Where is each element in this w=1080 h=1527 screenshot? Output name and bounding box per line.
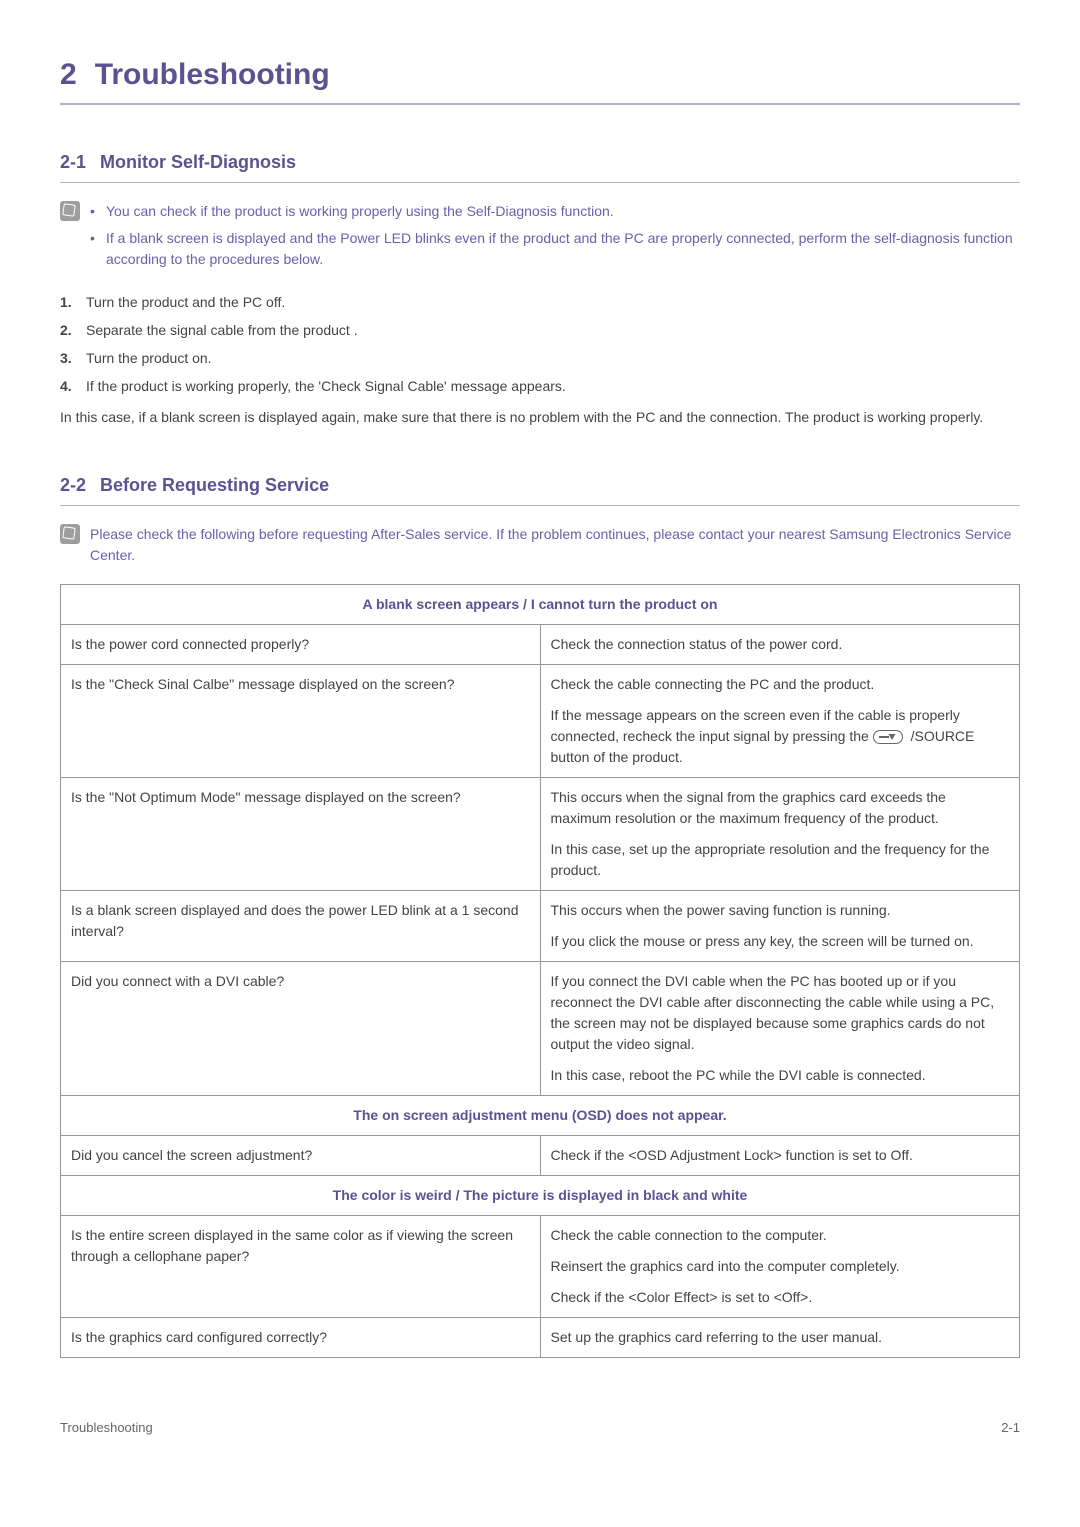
note-content: You can check if the product is working …: [90, 201, 1020, 276]
answer-line: Check the cable connection to the comput…: [551, 1225, 1010, 1246]
note-icon: [60, 201, 80, 221]
step-item: Separate the signal cable from the produ…: [60, 320, 1020, 341]
note-item: If a blank screen is displayed and the P…: [90, 228, 1020, 270]
section-number: 2-1: [60, 152, 86, 172]
answer-line: If you click the mouse or press any key,…: [551, 931, 1010, 952]
source-button-icon: [873, 730, 903, 744]
note-block-s2: Please check the following before reques…: [60, 524, 1020, 566]
answer-cell: Check if the <OSD Adjustment Lock> funct…: [540, 1136, 1020, 1176]
answer-cell: Set up the graphics card referring to th…: [540, 1318, 1020, 1358]
footer-left: Troubleshooting: [60, 1418, 153, 1438]
question-cell: Is a blank screen displayed and does the…: [61, 891, 541, 962]
answer-line: This occurs when the power saving functi…: [551, 900, 1010, 921]
answer-cell: This occurs when the power saving functi…: [540, 891, 1020, 962]
chapter-text: Troubleshooting: [95, 58, 330, 91]
troubleshooting-table: A blank screen appears / I cannot turn t…: [60, 584, 1020, 1358]
note-icon: [60, 524, 80, 544]
answer-line: This occurs when the signal from the gra…: [551, 787, 1010, 829]
question-cell: Is the "Check Sinal Calbe" message displ…: [61, 665, 541, 778]
answer-line: In this case, set up the appropriate res…: [551, 839, 1010, 881]
note-content: Please check the following before reques…: [90, 524, 1020, 566]
footer-right: 2-1: [1001, 1418, 1020, 1438]
question-cell: Did you cancel the screen adjustment?: [61, 1136, 541, 1176]
answer-cell: This occurs when the signal from the gra…: [540, 778, 1020, 891]
section-text: Before Requesting Service: [100, 475, 329, 495]
section-2-2-title: 2-2 Before Requesting Service: [60, 472, 1020, 506]
answer-line: Set up the graphics card referring to th…: [551, 1327, 1010, 1348]
page-footer: Troubleshooting 2-1: [60, 1418, 1020, 1438]
answer-line: Reinsert the graphics card into the comp…: [551, 1256, 1010, 1277]
answer-line: If you connect the DVI cable when the PC…: [551, 971, 1010, 1055]
note-block-s1: You can check if the product is working …: [60, 201, 1020, 276]
answer-cell: Check the cable connecting the PC and th…: [540, 665, 1020, 778]
chapter-title: 2 Troubleshooting: [60, 52, 1020, 105]
steps-list: Turn the product and the PC off. Separate…: [60, 292, 1020, 397]
section-text: Monitor Self-Diagnosis: [100, 152, 296, 172]
table-section-header: A blank screen appears / I cannot turn t…: [61, 585, 1020, 625]
question-cell: Is the graphics card configured correctl…: [61, 1318, 541, 1358]
question-cell: Is the "Not Optimum Mode" message displa…: [61, 778, 541, 891]
step-item: Turn the product and the PC off.: [60, 292, 1020, 313]
after-steps-text: In this case, if a blank screen is displ…: [60, 407, 1020, 428]
answer-cell: Check the cable connection to the comput…: [540, 1216, 1020, 1318]
answer-line: In this case, reboot the PC while the DV…: [551, 1065, 1010, 1086]
step-item: Turn the product on.: [60, 348, 1020, 369]
note-item: You can check if the product is working …: [90, 201, 1020, 222]
answer-line: Check if the <OSD Adjustment Lock> funct…: [551, 1145, 1010, 1166]
table-section-header: The on screen adjustment menu (OSD) does…: [61, 1096, 1020, 1136]
answer-cell: If you connect the DVI cable when the PC…: [540, 962, 1020, 1096]
question-cell: Is the power cord connected properly?: [61, 625, 541, 665]
section-2-1-title: 2-1 Monitor Self-Diagnosis: [60, 149, 1020, 183]
answer-line: Check the cable connecting the PC and th…: [551, 674, 1010, 695]
section-number: 2-2: [60, 475, 86, 495]
answer-line: Check the connection status of the power…: [551, 634, 1010, 655]
answer-line: If the message appears on the screen eve…: [551, 705, 1010, 768]
answer-line: Check if the <Color Effect> is set to <O…: [551, 1287, 1010, 1308]
step-item: If the product is working properly, the …: [60, 376, 1020, 397]
chapter-number: 2: [60, 58, 77, 91]
answer-cell: Check the connection status of the power…: [540, 625, 1020, 665]
question-cell: Did you connect with a DVI cable?: [61, 962, 541, 1096]
question-cell: Is the entire screen displayed in the sa…: [61, 1216, 541, 1318]
table-section-header: The color is weird / The picture is disp…: [61, 1176, 1020, 1216]
